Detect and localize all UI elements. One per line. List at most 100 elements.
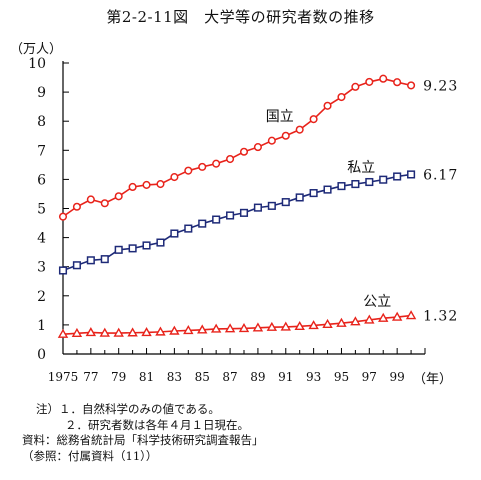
data-point-circle [295,125,304,134]
data-point-circle [253,143,262,152]
data-point-triangle [113,327,124,337]
data-point-circle [156,180,165,189]
data-point-square [379,175,388,184]
data-point-triangle [85,327,97,337]
data-point-circle [337,92,346,102]
x-tick-label: 99 [390,370,405,384]
source-note: 資料：総務省統計局「科学技術研究調査報告」 [22,433,264,447]
y-tick-label: 7 [37,143,46,159]
data-point-square [184,224,193,233]
x-tick-label: 81 [139,370,154,384]
x-tick-label: 95 [334,370,349,384]
data-point-circle [58,212,68,221]
data-point-square [156,238,165,247]
x-tick-label: 83 [167,370,182,384]
y-tick-label: 1 [37,318,46,334]
data-point-circle [267,136,276,145]
data-point-square [351,180,360,189]
x-tick-label: 89 [250,370,265,384]
y-tick-label: 9 [37,85,46,101]
data-point-triangle [224,323,236,333]
chart-title: 第2-2-11図 大学等の研究者数の推移 [106,8,375,26]
data-point-triangle [155,326,166,336]
data-point-square [407,170,416,179]
data-point-triangle [266,321,278,331]
reference-note: （参照：付属資料（11）） [22,448,158,463]
data-point-triangle [280,321,291,331]
series-end-value-label: 6.17 [423,167,458,183]
data-point-square [253,203,262,212]
data-point-circle [142,180,151,189]
data-point-square [86,256,95,265]
data-point-square [198,219,207,228]
series-triangle: 1.32 公立 [57,294,458,338]
data-point-circle [114,192,123,201]
series-line [62,173,412,272]
data-point-triangle [322,318,333,329]
y-tick-label: 0 [37,347,46,363]
data-point-circle [212,159,221,168]
data-point-square [337,182,346,191]
data-point-square [267,201,276,210]
data-point-square [100,255,109,264]
y-tick-label: 10 [28,56,46,72]
data-point-square [212,215,221,224]
y-axis-unit-label: （万人） [10,42,63,57]
data-point-triangle [364,314,375,324]
y-tick-label: 4 [37,231,46,247]
y-tick-label: 5 [37,202,46,218]
data-point-circle [86,195,95,204]
data-point-circle [128,182,137,192]
data-point-square [72,261,81,270]
data-point-square [226,211,235,220]
note-2: ２．研究者数は各年４月１日現在。 [65,417,249,432]
data-point-triangle [127,327,138,337]
data-point-triangle [308,320,319,330]
x-tick-label: 79 [111,370,126,384]
data-point-triangle [252,322,264,332]
data-point-circle [379,74,388,83]
data-point-circle [323,101,332,110]
data-point-triangle [294,320,305,331]
data-point-square [128,244,137,253]
data-point-square [281,198,290,207]
data-point-triangle [391,311,403,321]
data-point-square [170,229,179,238]
data-point-square [58,266,68,275]
data-point-circle [100,199,109,208]
x-tick-label: 85 [195,370,210,384]
data-point-triangle [238,322,250,333]
x-axis-unit-label: （年） [413,372,453,387]
data-point-triangle [57,328,69,338]
y-tick-label: 3 [37,260,46,276]
data-point-circle [407,81,416,90]
y-tick-label: 2 [37,289,46,305]
x-tick-label: 1975 [48,370,79,384]
data-point-square [114,245,123,254]
data-point-triangle [169,325,180,335]
x-tick-label: 91 [278,370,293,384]
data-point-triangle [350,316,361,326]
y-tick-label: 6 [37,172,46,188]
data-point-square [323,185,332,194]
series-end-value-label: 1.32 [423,309,458,325]
data-point-circle [72,202,81,211]
series-end-value-label: 9.23 [423,78,458,94]
data-point-triangle [99,327,110,337]
data-point-circle [351,82,360,91]
data-point-circle [281,131,290,140]
data-point-triangle [141,327,152,337]
data-point-triangle [210,323,222,333]
data-point-triangle [183,325,194,335]
x-tick-label: 93 [306,370,321,384]
data-point-triangle [197,324,208,334]
data-point-circle [184,166,193,175]
data-point-square [142,241,151,250]
data-point-circle [226,154,235,164]
data-point-circle [170,173,179,182]
note-1: 注）１．自然科学のみの値である。 [36,402,220,416]
data-point-square [295,193,304,202]
data-point-triangle [405,310,417,320]
